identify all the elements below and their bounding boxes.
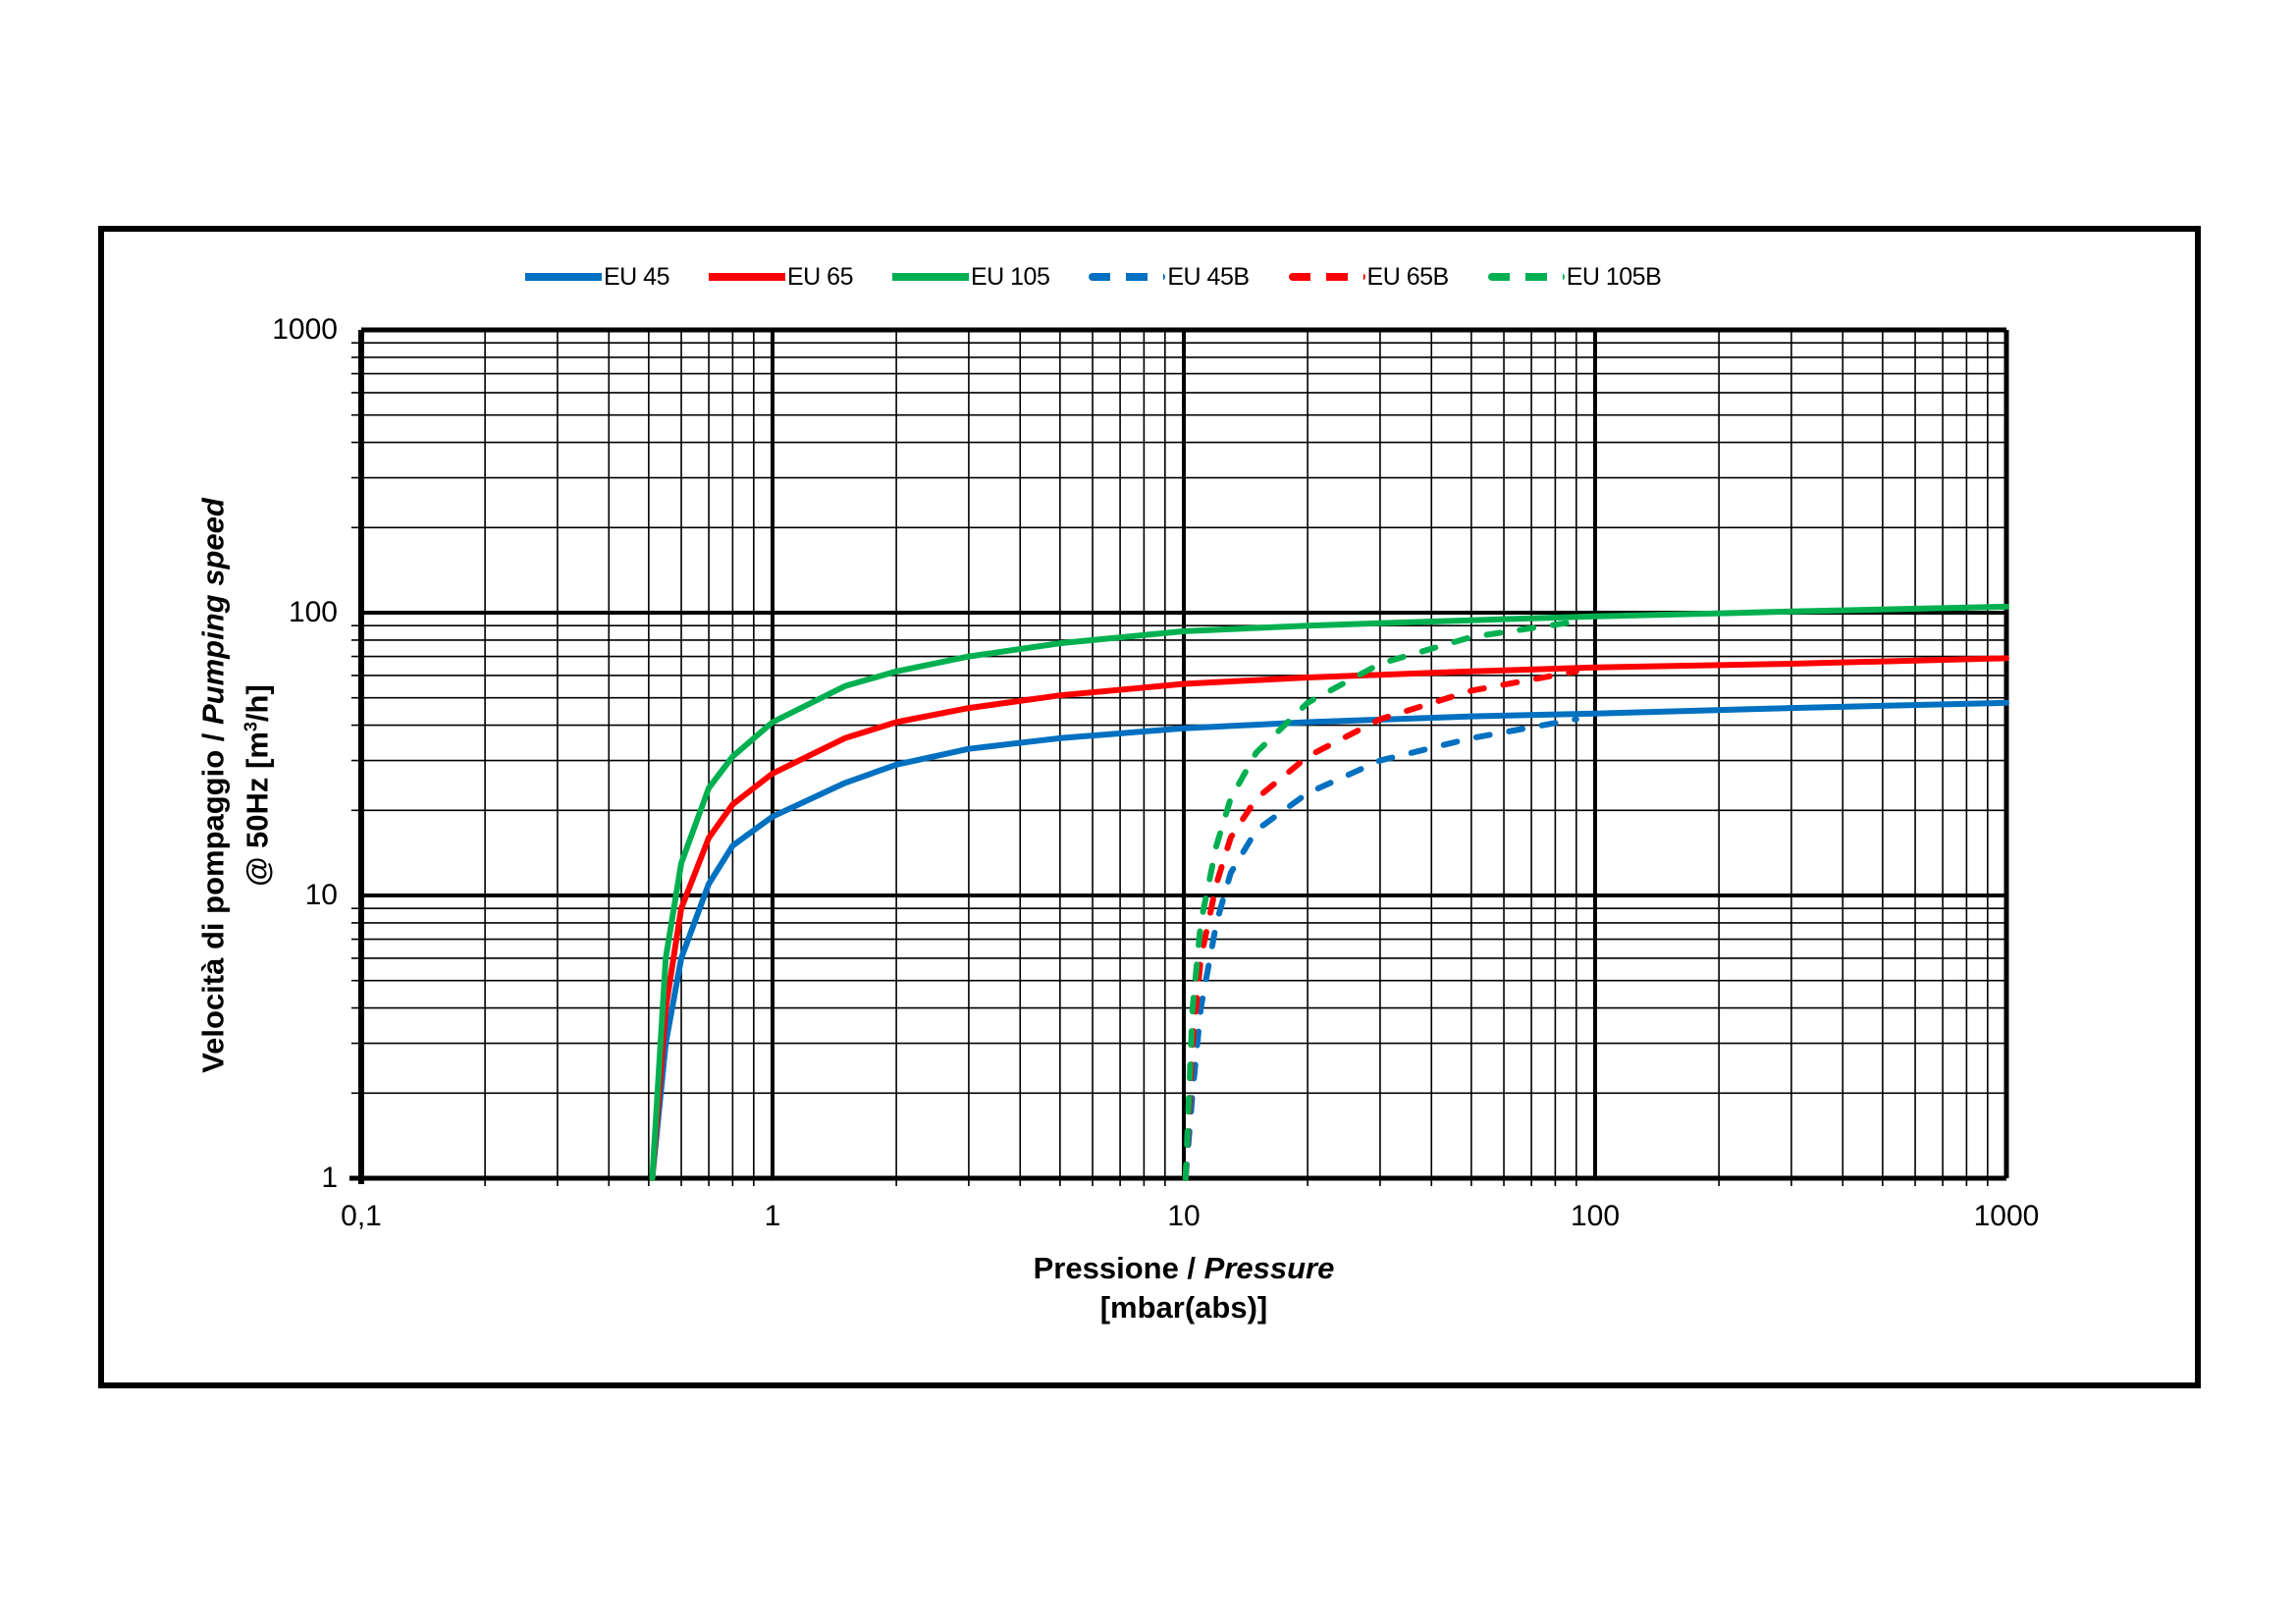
x-tick-label: 1 <box>764 1200 781 1232</box>
legend-swatch <box>1288 273 1365 281</box>
y-title-main: Velocità di pompaggio / <box>195 724 231 1073</box>
series-line-eu65b <box>1182 668 1579 1181</box>
x-tick-label: 0,1 <box>341 1200 382 1232</box>
legend-item-eu65b: EU 65B <box>1288 262 1450 292</box>
legend-swatch <box>1089 273 1166 281</box>
legend-item-eu45: EU 45 <box>525 263 669 292</box>
series-line-eu105 <box>649 603 2009 1181</box>
legend-label: EU 105B <box>1566 262 1662 291</box>
legend-swatch <box>891 273 969 281</box>
y-tick-label: 100 <box>288 596 338 628</box>
x-title-main: Pressione / <box>1033 1251 1204 1285</box>
legend-label: EU 45B <box>1167 262 1250 291</box>
series-line-eu45 <box>649 699 2009 1181</box>
x-tick-label: 100 <box>1570 1200 1621 1232</box>
y-unit-suffix: /h] <box>240 684 275 723</box>
chart-frame <box>98 226 2201 1388</box>
x-tick-label: 10 <box>1167 1200 1201 1232</box>
x-tick-label: 1000 <box>1973 1200 2040 1232</box>
legend-item-eu105: EU 105 <box>891 262 1050 292</box>
legend-label: EU 65 <box>786 262 853 291</box>
legend-swatch <box>525 273 602 281</box>
x-unit: [mbar(abs)] <box>1099 1290 1268 1325</box>
x-axis-title: Pressione / Pressure [mbar(abs)] <box>1034 1249 1335 1327</box>
series-line-eu45b <box>1182 716 1579 1181</box>
legend-item-eu65: EU 65 <box>708 262 853 292</box>
y-tick-label: 10 <box>304 879 338 911</box>
series-line-eu65 <box>649 655 2009 1181</box>
y-axis-title: Velocità di pompaggio / Pumping speed @ … <box>194 498 276 1073</box>
legend-label: EU 105 <box>970 262 1050 291</box>
legend-label: EU 65B <box>1366 262 1450 291</box>
y-tick-label: 1000 <box>272 313 338 346</box>
series-line-eu105b <box>1182 619 1579 1181</box>
legend-label: EU 45 <box>604 262 669 291</box>
legend-swatch <box>708 273 785 281</box>
y-title-italic: Pumping speed <box>195 498 231 725</box>
legend-swatch <box>1487 273 1565 281</box>
y-unit-sup: 3 <box>240 722 261 732</box>
legend-item-eu45b: EU 45B <box>1089 262 1250 292</box>
legend-item-eu105b: EU 105B <box>1487 262 1662 292</box>
x-title-italic: Pressure <box>1203 1251 1335 1285</box>
y-unit-prefix: @ 50Hz [m <box>240 731 275 887</box>
chart-legend: EU 45 EU 65 EU 105 EU 45B EU 65B EU 105B <box>525 261 1700 293</box>
y-tick-label: 1 <box>321 1162 338 1194</box>
